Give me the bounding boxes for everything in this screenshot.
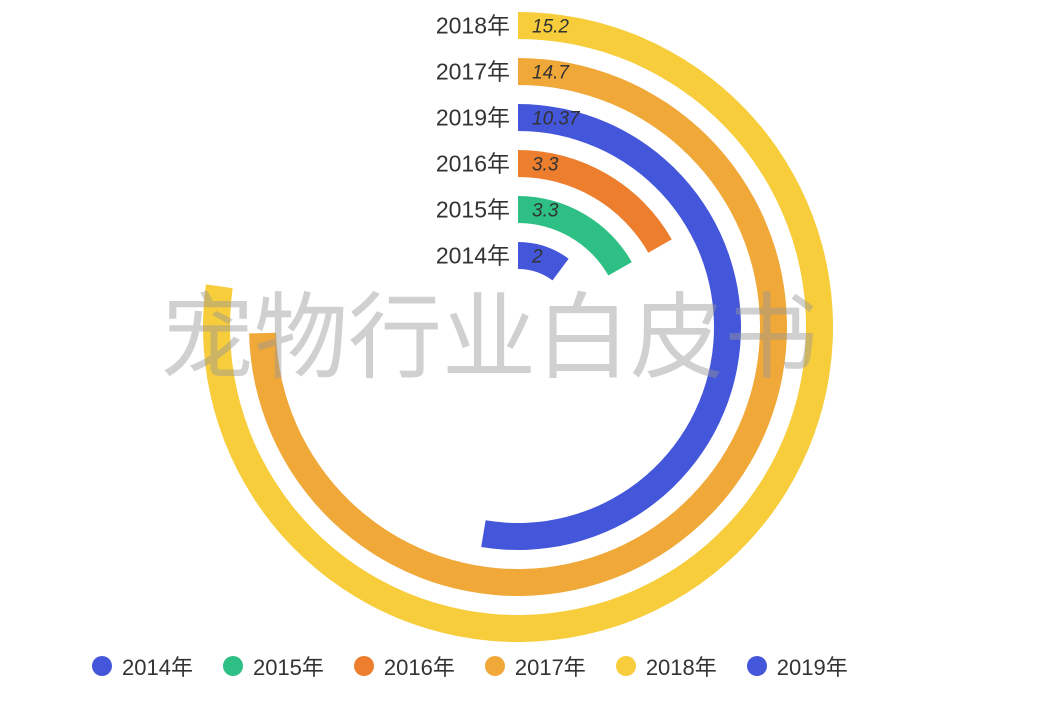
category-label: 2019年 bbox=[436, 105, 510, 131]
value-label: 14.7 bbox=[532, 63, 570, 84]
legend-label: 2014年 bbox=[122, 655, 193, 680]
legend: 2014年 2015年 2016年 2017年 2018年 2019年 bbox=[92, 650, 878, 682]
value-label: 3.3 bbox=[532, 155, 559, 176]
legend-item[interactable]: 2016年 bbox=[353, 650, 455, 682]
legend-label: 2018年 bbox=[645, 655, 717, 680]
bar-2016年 bbox=[518, 150, 672, 253]
legend-dot bbox=[92, 656, 112, 676]
bar-2014年 bbox=[518, 242, 569, 281]
legend-item[interactable]: 2019年 bbox=[746, 650, 848, 682]
legend-dot bbox=[615, 656, 636, 676]
category-label: 2018年 bbox=[436, 13, 510, 39]
value-label: 2 bbox=[531, 247, 543, 268]
legend-item[interactable]: 2018年 bbox=[615, 650, 717, 682]
legend-label: 2017年 bbox=[514, 655, 586, 680]
bars-group bbox=[202, 12, 833, 643]
category-label: 2014年 bbox=[436, 243, 510, 269]
legend-item[interactable]: 2015年 bbox=[222, 650, 324, 682]
legend-dot bbox=[746, 656, 767, 676]
legend-item[interactable]: 2014年 bbox=[92, 650, 193, 682]
legend-dot bbox=[222, 656, 243, 676]
bar-2015年 bbox=[518, 196, 632, 276]
value-labels-group: 2 3.3 3.3 10.37 14.7 15.2 bbox=[531, 17, 581, 268]
category-label: 2017年 bbox=[436, 59, 510, 85]
category-label: 2016年 bbox=[436, 151, 510, 177]
category-labels-group: 2014年 2015年 2016年 2019年 2017年 2018年 bbox=[436, 13, 510, 269]
value-label: 10.37 bbox=[532, 109, 581, 130]
legend-dot bbox=[353, 656, 374, 676]
bar-2017年 bbox=[249, 58, 787, 596]
legend-label: 2015年 bbox=[252, 655, 324, 680]
value-label: 15.2 bbox=[532, 17, 569, 38]
legend-label: 2019年 bbox=[776, 655, 848, 680]
category-label: 2015年 bbox=[436, 197, 510, 223]
legend-label: 2016年 bbox=[383, 655, 455, 680]
value-label: 3.3 bbox=[532, 201, 559, 222]
legend-item[interactable]: 2017年 bbox=[484, 650, 586, 682]
legend-dot bbox=[484, 656, 505, 676]
